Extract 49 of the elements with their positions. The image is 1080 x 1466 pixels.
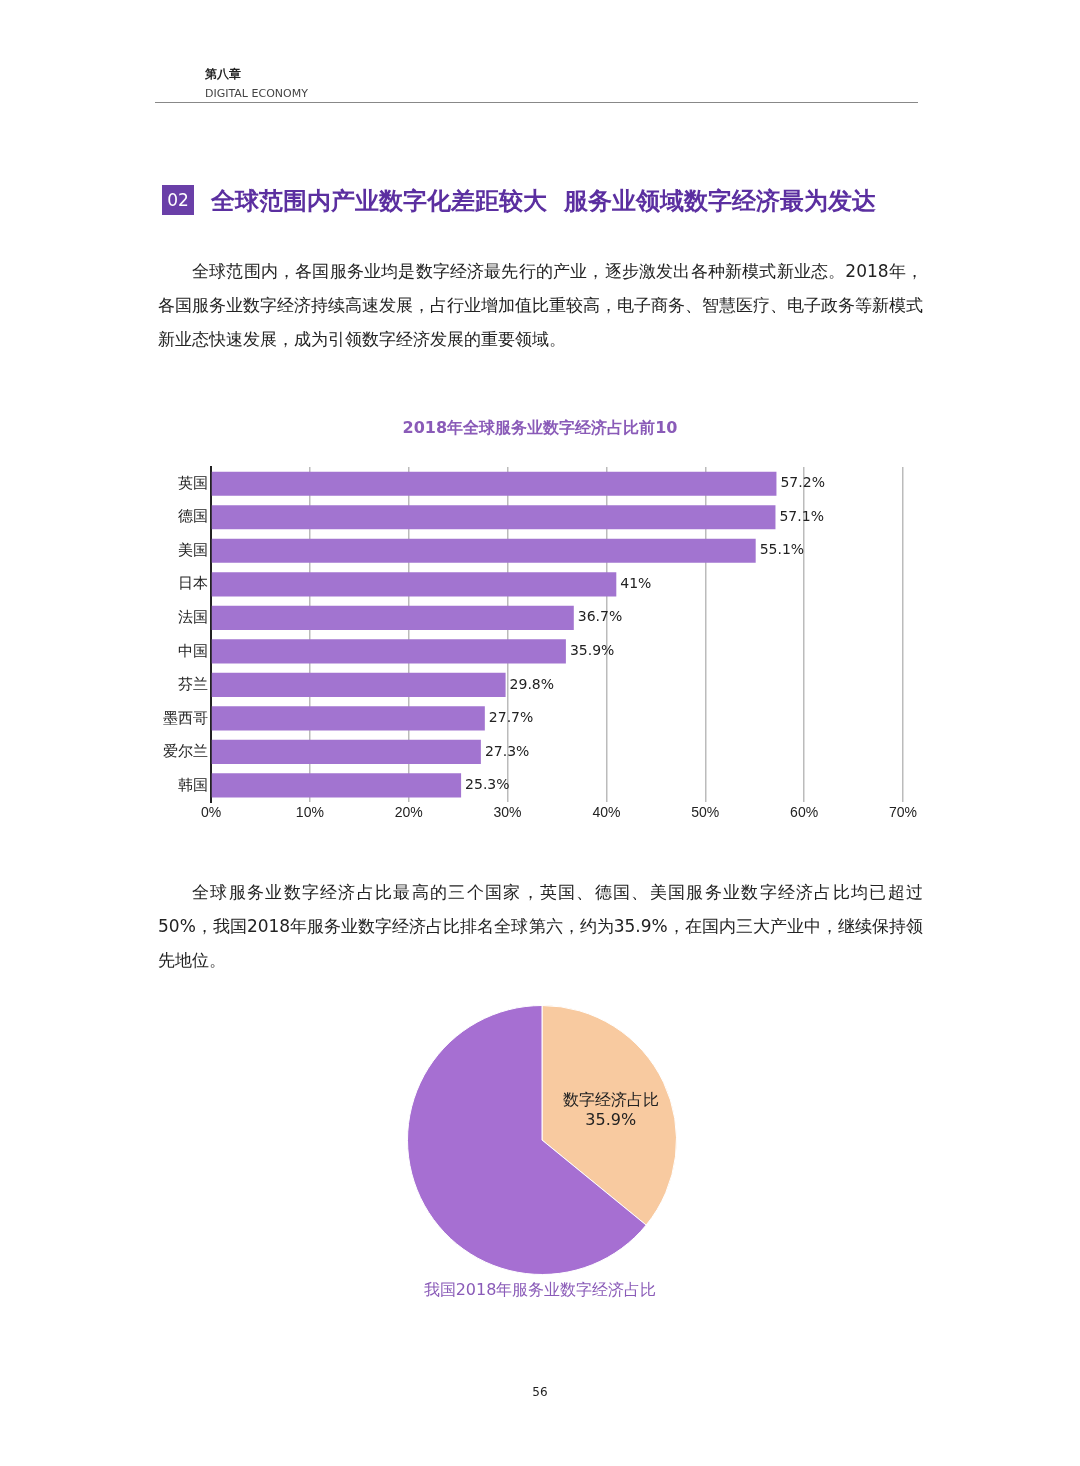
data-label: 27.7% [488,709,534,726]
y-tick-label: 墨西哥 [163,708,208,726]
bar [211,739,481,764]
bar [211,471,777,496]
y-tick-label: 美国 [178,540,208,558]
x-tick-label: 70% [888,804,918,821]
x-tick-label: 60% [790,804,819,821]
data-label: 35.9% [585,1110,637,1130]
data-label: 55.1% [759,541,805,558]
y-tick-label: 德国 [178,507,208,525]
data-label: 57.1% [779,507,824,524]
y-tick-label: 中国 [178,641,208,659]
bar [211,706,485,731]
text: 我国2018年服务业数字经济占比 [422,1280,658,1301]
y-tick-label: 韩国 [178,775,208,793]
x-tick-label: 0% [200,804,222,821]
y-tick-label: 法国 [178,607,208,625]
data-label: 27.3% [484,742,530,759]
x-tick-label: 20% [394,804,423,821]
y-tick-label: 英国 [178,473,208,491]
data-label: 36.7% [577,608,623,625]
data-label: 57.2% [780,474,825,491]
text: 56 [531,1385,549,1399]
y-tick-label: 日本 [178,574,208,592]
bar [211,639,566,664]
x-tick-label: 30% [493,804,522,821]
x-tick-label: 50% [691,804,720,821]
data-label: 35.9% [569,642,615,658]
bar [211,672,506,697]
text: DIGITAL ECONOMY [205,87,308,100]
text: 02 [162,185,194,215]
text: 全球范围内产业数字化差距较大 服务业领域数字经济最为发达 [211,186,876,217]
bar [211,538,756,563]
text: 全球服务业数字经济占比最高的三个国家，英国、德国、美国服务业数字经济占比均已超过50%，我国2018年服务业数字经济占比排名全球第六，约为35.9%，在国内三大产业中，继续保持领先地位。 [158,881,923,972]
x-tick-label: 40% [592,804,621,821]
y-tick-label: 芬兰 [178,675,208,693]
y-tick-label: 爱尔兰 [163,742,208,760]
text: 全球范围内，各国服务业均是数字经济最先行的产业，逐步激发出各种新模式新业态。2018年，各国服务业数字经济持续高速发展，占行业增加值比重较高，电子商务、智慧医疗、电子政务等新模式新业态快速发展，成为引领数字经济发展的重要领域。 [158,260,923,351]
text: 第八章 [205,66,241,83]
x-tick-label: 10% [295,804,324,821]
data-label: 41% [620,574,652,591]
slice-label: 数字经济占比 [562,1090,659,1110]
chart-title: 2018年全球服务业数字经济占比前10 [401,418,679,439]
bar [211,605,574,630]
bar [211,572,617,597]
data-label: 29.8% [509,675,555,692]
bar [211,773,462,798]
data-label: 25.3% [465,776,510,793]
bar [211,505,776,530]
